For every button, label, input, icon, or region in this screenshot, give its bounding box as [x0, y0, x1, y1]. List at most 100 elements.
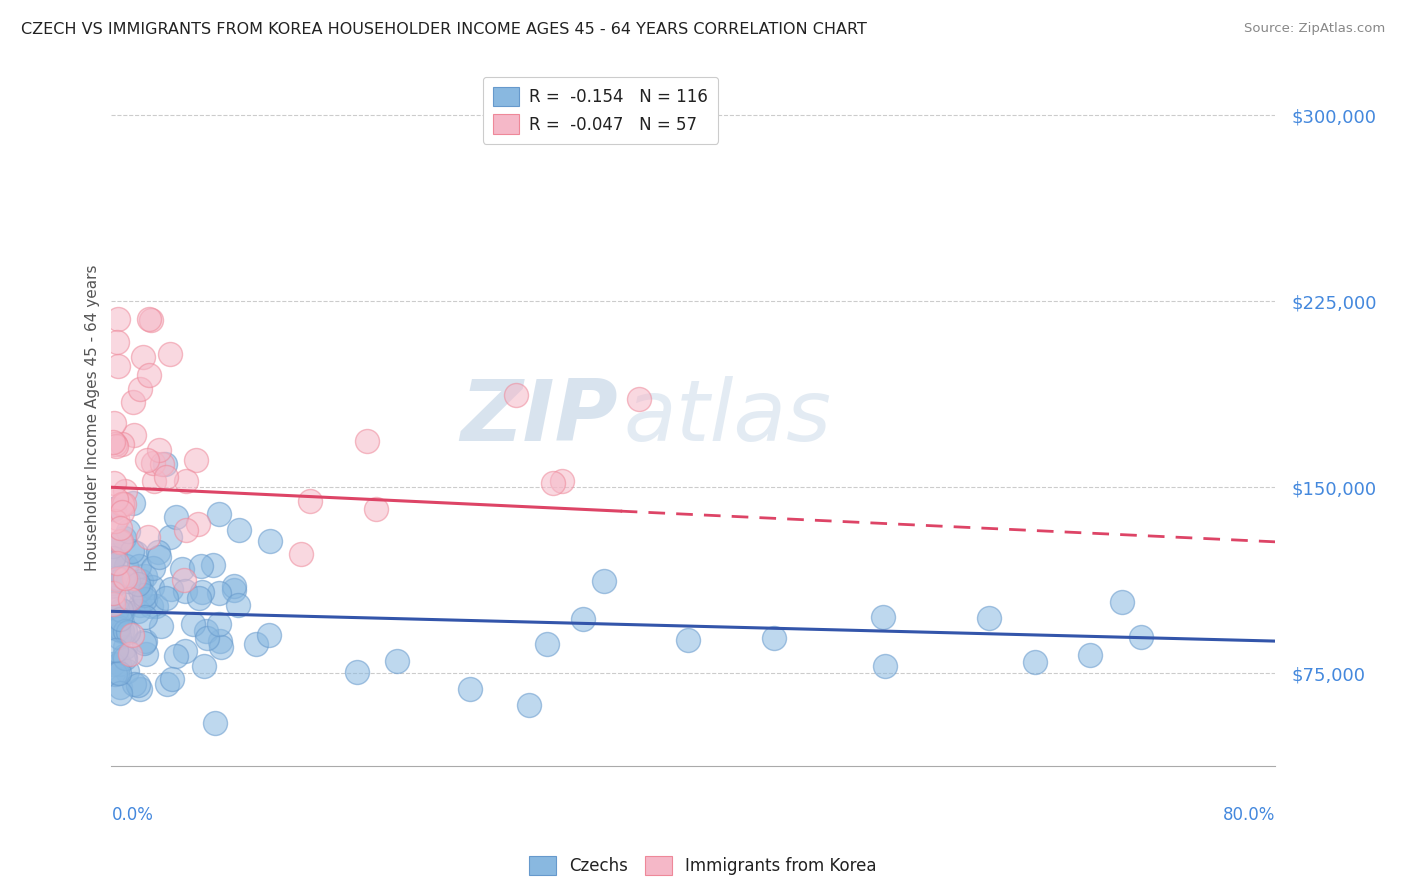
Point	[127, 678, 149, 692]
Point	[1080, 648, 1102, 662]
Point	[148, 443, 170, 458]
Point	[149, 619, 172, 633]
Point	[571, 612, 593, 626]
Point	[121, 543, 143, 558]
Point	[122, 428, 145, 442]
Point	[142, 561, 165, 575]
Point	[108, 686, 131, 700]
Point	[103, 591, 125, 605]
Point	[104, 438, 127, 452]
Point	[208, 616, 231, 631]
Point	[132, 350, 155, 364]
Point	[141, 580, 163, 594]
Point	[110, 535, 132, 549]
Point	[159, 530, 181, 544]
Point	[150, 457, 173, 471]
Point	[519, 698, 541, 712]
Point	[228, 598, 250, 612]
Point	[105, 335, 128, 350]
Point	[155, 457, 177, 471]
Point	[114, 483, 136, 498]
Point	[114, 624, 136, 638]
Point	[122, 571, 145, 585]
Point	[112, 531, 135, 545]
Point	[108, 521, 131, 535]
Point	[209, 640, 232, 654]
Point	[224, 579, 246, 593]
Point	[505, 388, 527, 402]
Point	[628, 392, 651, 406]
Point	[174, 523, 197, 537]
Point	[121, 628, 143, 642]
Point	[105, 511, 128, 525]
Point	[146, 545, 169, 559]
Point	[676, 632, 699, 647]
Point	[112, 648, 135, 663]
Point	[107, 630, 129, 644]
Point	[136, 530, 159, 544]
Point	[118, 647, 141, 661]
Point	[183, 617, 205, 632]
Point	[143, 474, 166, 488]
Point	[208, 507, 231, 521]
Point	[159, 347, 181, 361]
Point	[127, 577, 149, 591]
Point	[107, 572, 129, 586]
Point	[202, 558, 225, 572]
Point	[104, 666, 127, 681]
Point	[103, 502, 125, 516]
Point	[134, 610, 156, 624]
Point	[101, 501, 124, 516]
Point	[385, 655, 408, 669]
Point	[134, 634, 156, 648]
Point	[290, 547, 312, 561]
Point	[101, 657, 124, 671]
Point	[172, 562, 194, 576]
Point	[541, 475, 564, 490]
Point	[132, 636, 155, 650]
Point	[145, 599, 167, 613]
Point	[979, 611, 1001, 625]
Legend: Czechs, Immigrants from Korea: Czechs, Immigrants from Korea	[522, 847, 884, 884]
Point	[105, 558, 128, 573]
Point	[114, 651, 136, 665]
Point	[460, 681, 482, 696]
Point	[107, 615, 129, 629]
Point	[148, 549, 170, 564]
Point	[107, 620, 129, 634]
Point	[191, 585, 214, 599]
Point	[108, 657, 131, 672]
Point	[117, 665, 139, 679]
Point	[134, 591, 156, 606]
Point	[104, 437, 127, 451]
Point	[101, 597, 124, 611]
Point	[593, 574, 616, 588]
Point	[103, 578, 125, 592]
Point	[165, 510, 187, 524]
Text: Source: ZipAtlas.com: Source: ZipAtlas.com	[1244, 22, 1385, 36]
Point	[105, 617, 128, 632]
Point	[105, 666, 128, 681]
Point	[117, 574, 139, 589]
Point	[125, 546, 148, 560]
Point	[174, 584, 197, 599]
Text: ZIP: ZIP	[460, 376, 617, 459]
Point	[101, 550, 124, 565]
Point	[122, 677, 145, 691]
Point	[111, 497, 134, 511]
Point	[762, 631, 785, 645]
Point	[114, 570, 136, 584]
Point	[872, 609, 894, 624]
Point	[160, 672, 183, 686]
Text: atlas: atlas	[624, 376, 831, 459]
Point	[132, 588, 155, 602]
Point	[122, 394, 145, 409]
Point	[103, 539, 125, 553]
Point	[136, 452, 159, 467]
Point	[134, 569, 156, 583]
Point	[257, 628, 280, 642]
Point	[184, 452, 207, 467]
Point	[187, 517, 209, 532]
Point	[111, 570, 134, 584]
Point	[299, 494, 322, 508]
